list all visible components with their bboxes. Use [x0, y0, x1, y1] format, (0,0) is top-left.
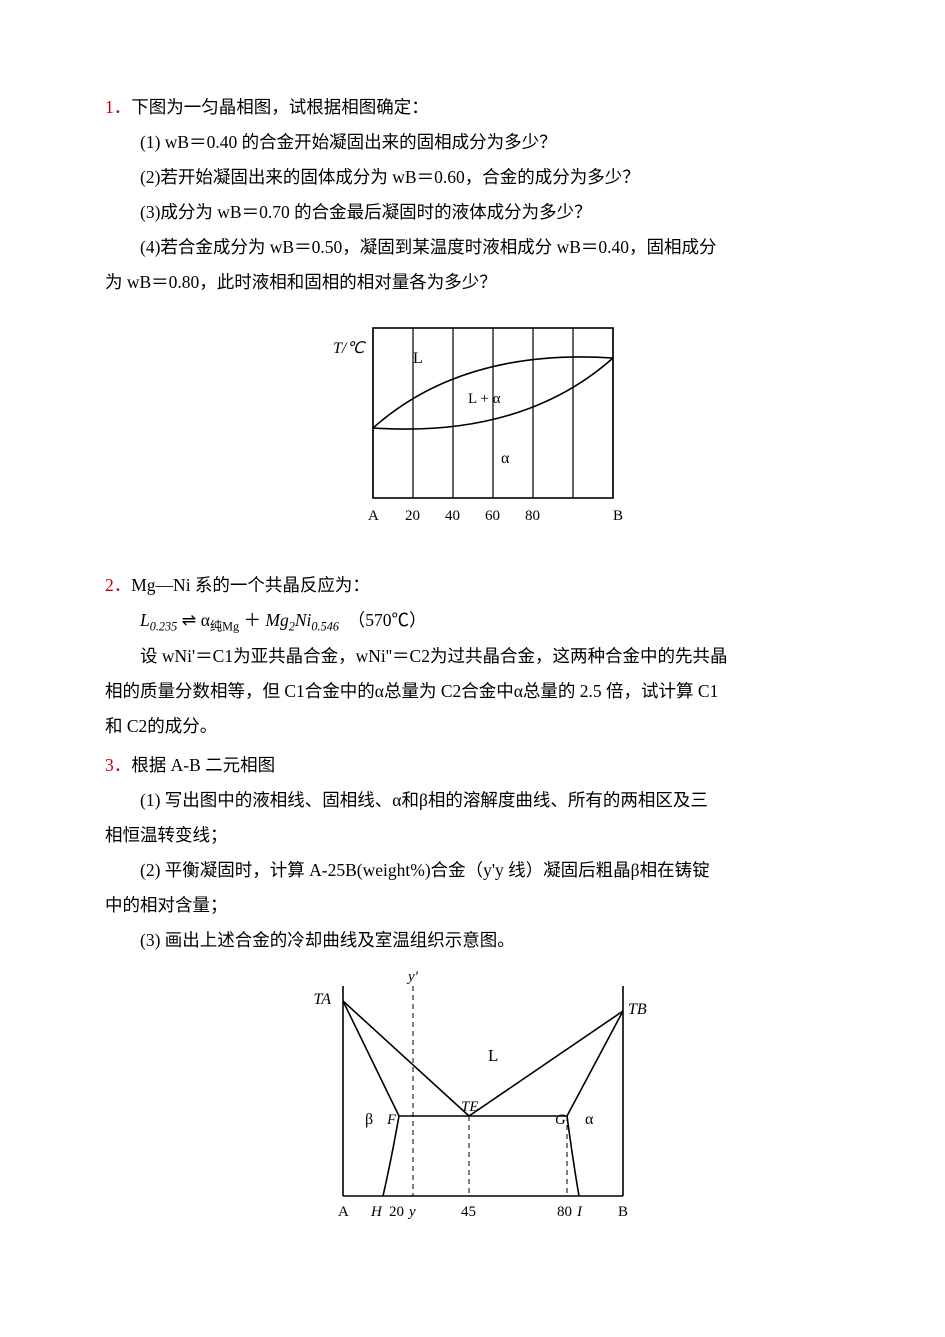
- eq-Mg: Mg: [265, 610, 288, 630]
- figure-1-svg: L L + α α T/℃ A 20 40 60 80 B: [313, 308, 633, 538]
- eq-Nisub: 0.546: [311, 620, 339, 634]
- fig2-beta: β: [365, 1111, 373, 1128]
- fig1-label-Lalpha: L + α: [468, 391, 501, 407]
- q1-item-1: (1) wB＝0.40 的合金开始凝固出来的固相成分为多少？: [105, 125, 840, 160]
- fig2-F: F: [386, 1112, 397, 1128]
- fig2-x-A: A: [338, 1204, 349, 1220]
- q2-body-1: 设 wNi'＝C1为亚共晶合金，wNi''＝C2为过共晶合金，这两种合金中的先共…: [105, 639, 840, 674]
- q3-item-2a: (2) 平衡凝固时，计算 A-25B(weight%)合金（y'y 线）凝固后粗…: [105, 853, 840, 888]
- q1-item-2: (2)若开始凝固出来的固体成分为 wB＝0.60，合金的成分为多少？: [105, 160, 840, 195]
- q2-number: 2．: [105, 575, 131, 595]
- fig1-x-20: 20: [405, 508, 420, 524]
- fig2-TA: TA: [313, 991, 331, 1008]
- eq-Ni: Ni: [295, 610, 312, 630]
- q3-title: 根据 A-B 二元相图: [131, 755, 275, 775]
- eq-alphasub: 纯Mg: [210, 620, 239, 634]
- fig1-label-alpha: α: [501, 450, 510, 467]
- eq-alpha: α: [201, 610, 210, 630]
- q1-number: 1．: [105, 97, 131, 117]
- q3-item-3: (3) 画出上述合金的冷却曲线及室温组织示意图。: [105, 923, 840, 958]
- figure-2-wrap: TA TB TE L β α F G y' A H 20 y 45 80 I B: [105, 966, 840, 1238]
- fig2-x-80: 80: [557, 1204, 572, 1220]
- q3-item-1b: 相恒温转变线；: [105, 818, 840, 853]
- fig2-TE: TE: [461, 1099, 479, 1115]
- figure-1-wrap: L L + α α T/℃ A 20 40 60 80 B: [105, 308, 840, 550]
- fig2-x-I: I: [576, 1204, 583, 1220]
- q3-item-2b: 中的相对含量；: [105, 888, 840, 923]
- question-1: 1．下图为一匀晶相图，试根据相图确定： (1) wB＝0.40 的合金开始凝固出…: [105, 90, 840, 300]
- fig1-x-40: 40: [445, 508, 460, 524]
- q3-item-1a: (1) 写出图中的液相线、固相线、α和β相的溶解度曲线、所有的两相区及三: [105, 783, 840, 818]
- question-2: 2．Mg—Ni 系的一个共晶反应为： L0.235 ⇌ α纯Mg ＋ Mg2Ni…: [105, 568, 840, 744]
- eq-plus: ＋: [244, 610, 262, 630]
- q2-body-3: 和 C2的成分。: [105, 709, 840, 744]
- q2-title: Mg—Ni 系的一个共晶反应为：: [131, 575, 370, 595]
- fig2-alpha: α: [585, 1111, 594, 1128]
- fig2-L: L: [488, 1046, 498, 1065]
- q1-item-4-tail: 为 wB＝0.80，此时液相和固相的相对量各为多少？: [105, 265, 840, 300]
- q1-title: 下图为一匀晶相图，试根据相图确定：: [131, 97, 429, 117]
- eq-temp: （570℃）: [348, 610, 427, 630]
- q2-equation: L0.235 ⇌ α纯Mg ＋ Mg2Ni0.546 （570℃）: [105, 603, 840, 639]
- q1-item-3: (3)成分为 wB＝0.70 的合金最后凝固时的液体成分为多少？: [105, 195, 840, 230]
- fig2-x-20: 20: [389, 1204, 404, 1220]
- figure-2-svg: TA TB TE L β α F G y' A H 20 y 45 80 I B: [293, 966, 653, 1226]
- fig1-x-80: 80: [525, 508, 540, 524]
- fig1-x-B: B: [613, 508, 623, 524]
- fig1-x-A: A: [368, 508, 379, 524]
- q3-number: 3．: [105, 755, 131, 775]
- fig2-TB: TB: [628, 1001, 647, 1018]
- question-3: 3．根据 A-B 二元相图 (1) 写出图中的液相线、固相线、α和β相的溶解度曲…: [105, 748, 840, 958]
- q1-item-4: (4)若合金成分为 wB＝0.50，凝固到某温度时液相成分 wB＝0.40，固相…: [105, 230, 840, 265]
- svg-text:y': y': [406, 969, 419, 985]
- eq-Lsub: 0.235: [150, 620, 178, 634]
- fig1-label-L: L: [413, 350, 423, 367]
- eq-L: L: [140, 610, 150, 630]
- fig2-x-45: 45: [461, 1204, 476, 1220]
- fig1-x-60: 60: [485, 508, 500, 524]
- q2-title-line: 2．Mg—Ni 系的一个共晶反应为：: [105, 568, 840, 603]
- fig2-x-H: H: [370, 1204, 383, 1220]
- fig2-G: G: [555, 1112, 566, 1128]
- q3-title-line: 3．根据 A-B 二元相图: [105, 748, 840, 783]
- eq-arrows: ⇌: [182, 610, 201, 630]
- q2-body-2: 相的质量分数相等，但 C1合金中的α总量为 C2合金中α总量的 2.5 倍，试计…: [105, 674, 840, 709]
- q1-title-line: 1．下图为一匀晶相图，试根据相图确定：: [105, 90, 840, 125]
- fig2-x-y: y: [407, 1204, 416, 1220]
- fig1-ylabel: T/℃: [333, 340, 366, 357]
- fig2-x-B: B: [618, 1204, 628, 1220]
